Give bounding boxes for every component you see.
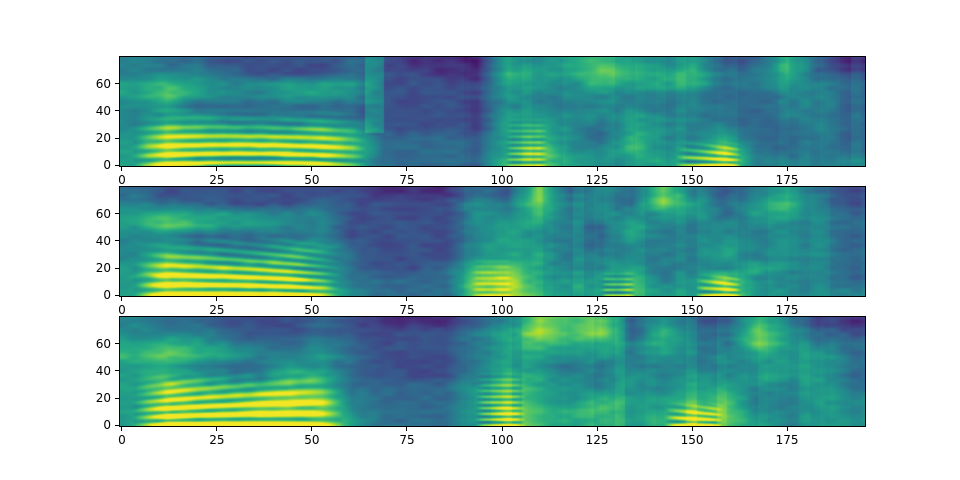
x-tick-mark: [596, 427, 598, 431]
x-tick-label: 150: [680, 173, 704, 187]
x-tick-label: 50: [304, 303, 320, 317]
y-tick-mark: [115, 370, 119, 372]
x-tick-mark: [406, 167, 408, 171]
x-tick-mark: [311, 427, 313, 431]
x-tick-label: 175: [775, 433, 799, 447]
x-tick-label: 50: [304, 173, 320, 187]
x-tick-mark: [216, 297, 218, 301]
x-tick-mark: [121, 427, 123, 431]
x-tick-label: 125: [585, 303, 609, 317]
x-tick-mark: [596, 297, 598, 301]
x-tick-label: 25: [209, 303, 225, 317]
y-tick-label: 0: [103, 288, 111, 303]
x-tick-mark: [216, 167, 218, 171]
x-tick-label: 125: [585, 173, 609, 187]
x-tick-label: 75: [399, 173, 415, 187]
x-tick-label: 75: [399, 303, 415, 317]
x-tick-mark: [406, 297, 408, 301]
y-tick-mark: [115, 110, 119, 112]
x-tick-mark: [406, 427, 408, 431]
y-tick-label: 60: [95, 76, 111, 91]
x-tick-mark: [691, 297, 693, 301]
y-tick-label: 60: [95, 206, 111, 221]
x-tick-mark: [216, 427, 218, 431]
x-tick-label: 25: [209, 173, 225, 187]
y-tick-mark: [115, 267, 119, 269]
x-tick-label: 150: [680, 433, 704, 447]
y-tick-mark: [115, 294, 119, 296]
x-tick-label: 0: [118, 173, 126, 187]
y-tick-mark: [115, 83, 119, 85]
y-tick-mark: [115, 343, 119, 345]
x-tick-mark: [311, 297, 313, 301]
y-tick-mark: [115, 164, 119, 166]
y-tick-label: 0: [103, 158, 111, 173]
y-tick-label: 20: [95, 131, 111, 146]
y-tick-label: 40: [95, 363, 111, 378]
mel-spectrogram-axes-1: [119, 56, 866, 167]
x-tick-mark: [501, 297, 503, 301]
y-tick-mark: [115, 240, 119, 242]
x-tick-label: 50: [304, 433, 320, 447]
x-tick-mark: [596, 167, 598, 171]
x-tick-label: 0: [118, 303, 126, 317]
y-tick-mark: [115, 213, 119, 215]
x-tick-mark: [121, 297, 123, 301]
y-tick-label: 0: [103, 418, 111, 433]
mel-spectrogram-canvas-3: [120, 317, 865, 426]
x-tick-label: 25: [209, 433, 225, 447]
y-tick-label: 60: [95, 336, 111, 351]
y-tick-mark: [115, 137, 119, 139]
x-tick-label: 125: [585, 433, 609, 447]
x-tick-mark: [691, 427, 693, 431]
x-tick-mark: [786, 167, 788, 171]
x-tick-label: 100: [490, 433, 514, 447]
x-tick-label: 150: [680, 303, 704, 317]
x-tick-label: 100: [490, 303, 514, 317]
mel-spectrogram-axes-3: [119, 316, 866, 427]
x-tick-label: 75: [399, 433, 415, 447]
x-tick-label: 100: [490, 173, 514, 187]
x-tick-mark: [311, 167, 313, 171]
y-tick-label: 40: [95, 233, 111, 248]
x-tick-mark: [501, 167, 503, 171]
x-tick-mark: [501, 427, 503, 431]
y-tick-label: 40: [95, 103, 111, 118]
y-tick-label: 20: [95, 261, 111, 276]
mel-spectrogram-axes-2: [119, 186, 866, 297]
mel-spectrogram-canvas-2: [120, 187, 865, 296]
x-tick-mark: [786, 297, 788, 301]
x-tick-mark: [786, 427, 788, 431]
y-tick-mark: [115, 397, 119, 399]
x-tick-mark: [121, 167, 123, 171]
y-tick-label: 20: [95, 391, 111, 406]
x-tick-label: 175: [775, 173, 799, 187]
mel-spectrogram-canvas-1: [120, 57, 865, 166]
x-tick-label: 0: [118, 433, 126, 447]
x-tick-mark: [691, 167, 693, 171]
y-tick-mark: [115, 424, 119, 426]
x-tick-label: 175: [775, 303, 799, 317]
